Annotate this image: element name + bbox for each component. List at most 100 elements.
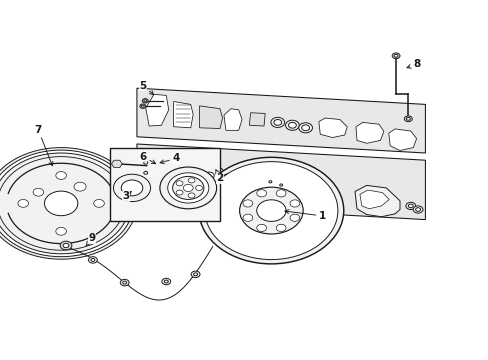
Circle shape [193,164,224,187]
Circle shape [279,184,282,186]
Circle shape [143,100,146,102]
Circle shape [0,148,137,259]
Circle shape [141,105,144,107]
Circle shape [276,224,285,231]
Circle shape [176,190,183,195]
Circle shape [405,202,415,210]
Circle shape [243,200,252,207]
Circle shape [91,258,95,261]
Polygon shape [137,88,425,153]
Circle shape [406,117,409,120]
Circle shape [183,184,193,192]
Circle shape [143,161,147,164]
Text: 4: 4 [160,153,180,164]
Circle shape [301,125,309,131]
Circle shape [239,187,303,234]
Polygon shape [161,159,199,194]
Circle shape [204,162,337,260]
Circle shape [204,172,214,179]
Polygon shape [354,185,399,217]
Circle shape [415,208,420,211]
Circle shape [188,193,195,198]
Circle shape [256,200,285,221]
Circle shape [298,123,312,133]
Circle shape [60,241,72,250]
Polygon shape [242,174,271,196]
Circle shape [44,191,78,216]
Circle shape [191,271,200,278]
Circle shape [195,185,202,190]
Polygon shape [355,122,383,143]
Circle shape [273,120,281,125]
Circle shape [288,122,296,128]
Circle shape [268,181,271,183]
Polygon shape [300,179,332,202]
Circle shape [412,206,422,213]
Circle shape [162,278,170,285]
Circle shape [94,199,104,207]
Circle shape [217,170,242,188]
Text: 7: 7 [34,125,53,166]
Circle shape [142,160,149,166]
Circle shape [33,188,43,196]
Circle shape [74,182,86,191]
Circle shape [56,228,66,235]
Polygon shape [304,181,326,195]
Circle shape [193,273,197,276]
Circle shape [289,214,299,221]
Circle shape [143,171,147,174]
Circle shape [270,117,284,127]
Circle shape [407,204,412,208]
Circle shape [266,179,273,184]
Polygon shape [111,160,122,167]
Bar [249,113,264,126]
Polygon shape [137,144,425,220]
Circle shape [176,181,183,186]
Circle shape [18,199,28,207]
Circle shape [222,174,237,185]
Circle shape [122,281,126,284]
Circle shape [256,190,266,197]
Circle shape [160,167,216,209]
Circle shape [172,176,203,199]
Circle shape [0,150,133,257]
Circle shape [393,54,397,57]
Circle shape [200,169,218,182]
Polygon shape [318,118,346,138]
Polygon shape [224,109,242,130]
Polygon shape [388,129,416,150]
Circle shape [167,173,208,203]
Circle shape [164,280,168,283]
Circle shape [188,178,195,183]
Text: 9: 9 [86,233,95,246]
Polygon shape [145,94,168,126]
Text: 2: 2 [215,170,223,183]
Circle shape [113,174,150,202]
Bar [110,148,220,221]
Circle shape [0,157,124,250]
Circle shape [142,99,148,103]
Text: 3: 3 [122,191,131,201]
Circle shape [289,200,299,207]
Circle shape [256,224,266,231]
Text: 6: 6 [140,152,155,164]
Circle shape [0,153,129,254]
Text: 1: 1 [285,210,325,221]
Circle shape [142,170,149,176]
Circle shape [56,172,66,179]
Circle shape [277,183,284,188]
Circle shape [88,257,97,263]
Text: 8: 8 [406,59,419,69]
Circle shape [198,168,220,184]
Circle shape [63,243,69,248]
Circle shape [243,214,252,221]
Polygon shape [199,106,222,129]
Circle shape [391,53,399,59]
Polygon shape [173,102,193,128]
Polygon shape [359,190,388,209]
Circle shape [121,180,142,196]
Circle shape [285,120,299,130]
Circle shape [199,157,343,264]
Circle shape [276,190,285,197]
Text: 5: 5 [140,81,153,95]
